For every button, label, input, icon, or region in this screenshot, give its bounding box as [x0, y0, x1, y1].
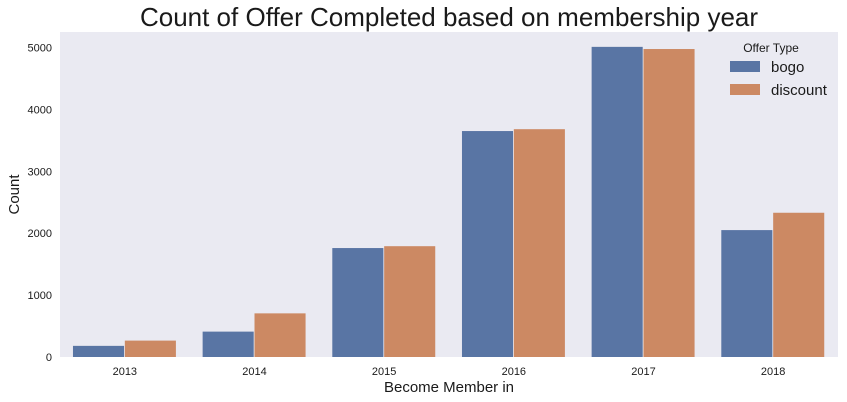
y-tick-label: 0	[46, 352, 52, 364]
legend: Offer Type bogo discount	[730, 41, 828, 99]
bar-discount-2013	[124, 340, 176, 357]
legend-swatch-discount	[730, 84, 760, 95]
bar-bogo-2015	[332, 248, 384, 357]
bars-group	[72, 46, 825, 358]
legend-label-bogo: bogo	[771, 59, 804, 76]
x-tick-label: 2016	[502, 366, 526, 378]
y-tick-label: 2000	[28, 228, 52, 240]
x-tick-label: 2013	[113, 366, 137, 378]
y-ticks: 0 1000 2000 3000 4000 5000	[28, 42, 52, 364]
bar-discount-2016	[513, 129, 565, 357]
x-tick-label: 2015	[372, 366, 396, 378]
legend-title: Offer Type	[743, 41, 799, 55]
y-tick-label: 5000	[28, 42, 52, 54]
x-tick-label: 2018	[761, 366, 785, 378]
bar-discount-2017	[643, 49, 695, 358]
legend-label-discount: discount	[771, 82, 828, 99]
bar-bogo-2018	[721, 230, 773, 357]
x-tick-label: 2014	[242, 366, 266, 378]
bar-bogo-2013	[72, 345, 125, 357]
y-tick-label: 1000	[28, 290, 52, 302]
x-tick-label: 2017	[631, 366, 655, 378]
y-tick-label: 3000	[28, 166, 52, 178]
bar-discount-2018	[773, 212, 825, 357]
plot-area	[60, 32, 838, 357]
bar-discount-2015	[384, 246, 436, 357]
x-axis-label: Become Member in	[384, 379, 514, 396]
bar-bogo-2014	[202, 331, 254, 357]
bar-bogo-2016	[461, 131, 514, 357]
legend-swatch-bogo	[730, 61, 760, 72]
bar-bogo-2017	[591, 46, 643, 358]
y-tick-label: 4000	[28, 104, 52, 116]
y-axis-label: Count	[6, 174, 23, 215]
chart-title: Count of Offer Completed based on member…	[140, 2, 758, 32]
bar-discount-2014	[254, 313, 306, 357]
x-ticks: 2013 2014 2015 2016 2017 2018	[113, 366, 786, 378]
